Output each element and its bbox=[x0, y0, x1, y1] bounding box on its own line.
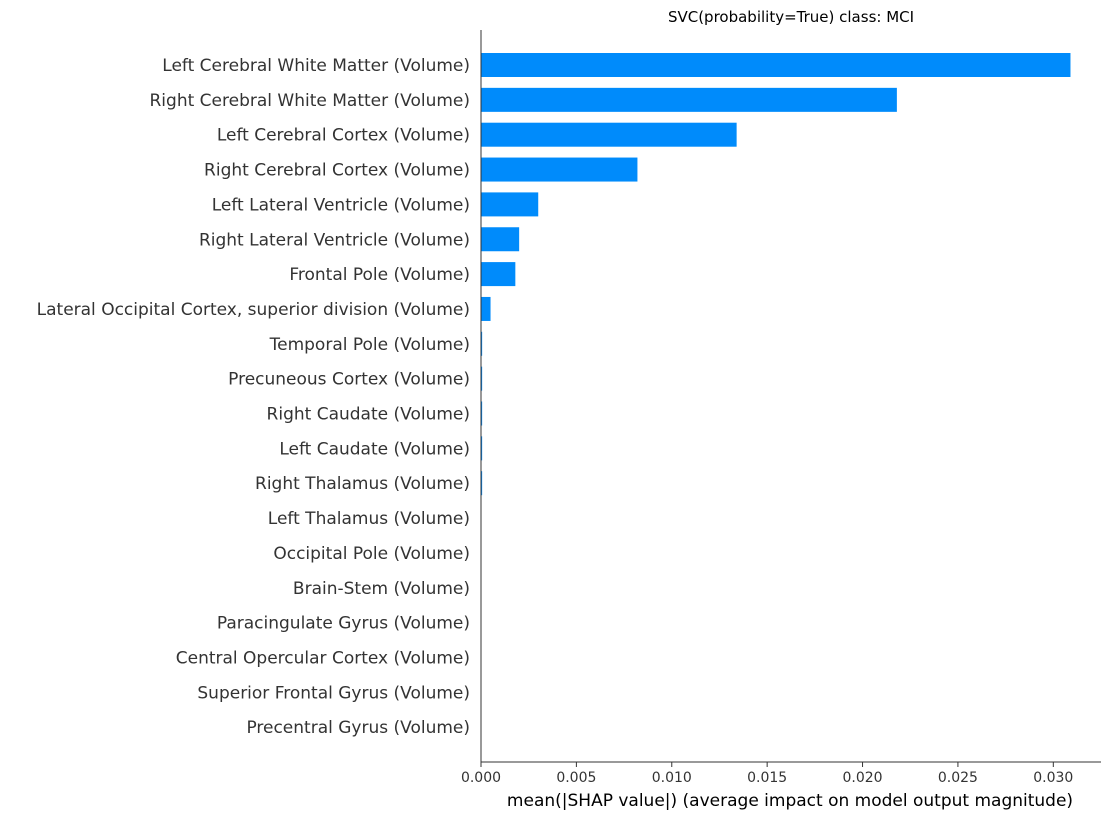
category-label: Temporal Pole (Volume) bbox=[269, 335, 470, 355]
category-label: Central Opercular Cortex (Volume) bbox=[176, 648, 470, 668]
category-label: Left Cerebral White Matter (Volume) bbox=[162, 56, 470, 76]
bar bbox=[481, 123, 737, 147]
category-label: Right Caudate (Volume) bbox=[267, 405, 470, 425]
x-tick-label: 0.010 bbox=[652, 770, 692, 786]
x-tick-label: 0.000 bbox=[461, 770, 501, 786]
x-tick-label: 0.005 bbox=[556, 770, 596, 786]
category-label: Brain-Stem (Volume) bbox=[293, 579, 470, 599]
bar bbox=[481, 53, 1070, 77]
x-axis-ticks: 0.000 0.005 0.010 0.015 0.020 0.025 0.030 bbox=[461, 762, 1073, 786]
category-label: Right Lateral Ventricle (Volume) bbox=[199, 230, 470, 250]
bars-group bbox=[481, 53, 1070, 739]
bar bbox=[481, 227, 519, 251]
bar bbox=[481, 297, 491, 321]
bar bbox=[481, 158, 637, 182]
x-tick-label: 0.020 bbox=[842, 770, 882, 786]
x-axis-label: mean(|SHAP value|) (average impact on mo… bbox=[507, 791, 1073, 811]
category-label: Left Caudate (Volume) bbox=[279, 439, 470, 459]
category-label: Occipital Pole (Volume) bbox=[273, 544, 470, 564]
bar bbox=[481, 88, 897, 112]
category-label: Precentral Gyrus (Volume) bbox=[246, 718, 470, 738]
category-label: Paracingulate Gyrus (Volume) bbox=[217, 614, 470, 634]
category-label: Frontal Pole (Volume) bbox=[289, 265, 470, 285]
category-label: Superior Frontal Gyrus (Volume) bbox=[197, 683, 470, 703]
category-label: Right Thalamus (Volume) bbox=[255, 474, 470, 494]
x-tick-label: 0.030 bbox=[1033, 770, 1073, 786]
category-label: Left Cerebral Cortex (Volume) bbox=[217, 126, 470, 146]
category-label: Right Cerebral Cortex (Volume) bbox=[204, 161, 470, 181]
bar bbox=[481, 262, 515, 286]
chart-title: SVC(probability=True) class: MCI bbox=[668, 8, 914, 26]
category-label: Left Lateral Ventricle (Volume) bbox=[212, 195, 470, 215]
x-tick-label: 0.025 bbox=[938, 770, 978, 786]
category-label: Right Cerebral White Matter (Volume) bbox=[150, 91, 471, 111]
category-label: Precuneous Cortex (Volume) bbox=[228, 370, 470, 390]
x-tick-label: 0.015 bbox=[747, 770, 787, 786]
category-label: Lateral Occipital Cortex, superior divis… bbox=[37, 300, 470, 320]
bar bbox=[481, 192, 538, 216]
category-label: Left Thalamus (Volume) bbox=[268, 509, 470, 529]
category-labels: Left Cerebral White Matter (Volume) Right… bbox=[37, 56, 470, 738]
